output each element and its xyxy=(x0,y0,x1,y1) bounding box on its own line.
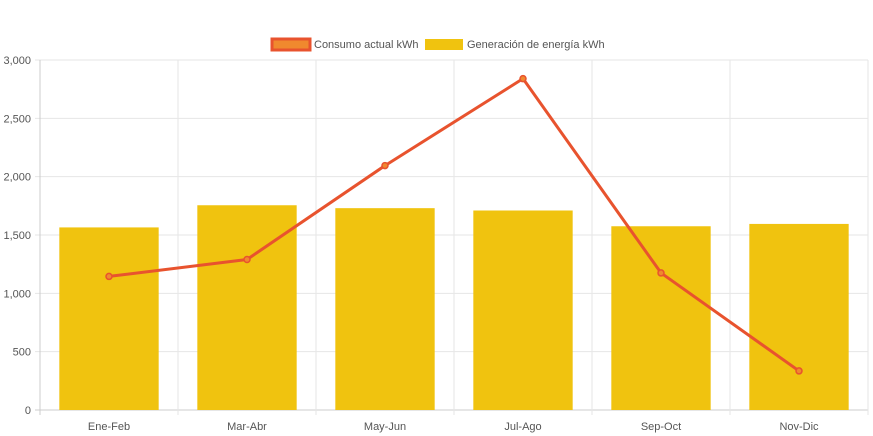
y-tick-label: 500 xyxy=(13,347,31,359)
point-may-jun[interactable] xyxy=(381,161,389,170)
line-consumo xyxy=(108,77,800,373)
y-tick-label: 1,500 xyxy=(3,230,31,242)
grid xyxy=(35,59,869,415)
bar-sep-oct[interactable] xyxy=(611,226,711,410)
x-tick-label: Jul-Ago xyxy=(504,421,541,433)
bar-jul-ago[interactable] xyxy=(473,210,573,411)
point-nov-dic[interactable] xyxy=(795,367,803,375)
y-tick-label: 2,000 xyxy=(3,172,31,184)
bar-mar-abr[interactable] xyxy=(197,205,297,410)
x-tick-label: Mar-Abr xyxy=(227,421,267,433)
x-tick-label: Sep-Oct xyxy=(641,421,681,433)
legend-label-consumo[interactable]: Consumo actual kWh xyxy=(314,39,419,51)
x-tick-label: May-Jun xyxy=(364,421,406,433)
x-tick-label: Ene-Feb xyxy=(88,421,130,433)
bar-nov-dic[interactable] xyxy=(749,223,849,410)
legend-swatch-consumo[interactable] xyxy=(270,37,312,52)
bar-ene-feb[interactable] xyxy=(59,227,159,410)
y-axis: 0 500 1,000 1,500 2,000 2,500 3,000 xyxy=(3,55,31,417)
point-sep-oct[interactable] xyxy=(657,269,665,277)
y-tick-label: 1,000 xyxy=(3,288,31,300)
y-tick-label: 3,000 xyxy=(3,55,31,67)
point-ene-feb[interactable] xyxy=(105,272,113,281)
y-tick-label: 0 xyxy=(25,405,31,417)
legend-swatch-generacion[interactable] xyxy=(425,39,463,50)
bar-series xyxy=(59,205,849,411)
point-jul-ago[interactable] xyxy=(519,74,527,83)
point-mar-abr[interactable] xyxy=(243,255,251,264)
legend-label-generacion[interactable]: Generación de energía kWh xyxy=(467,39,605,51)
legend: Consumo actual kWh Generación de energía… xyxy=(270,37,605,52)
y-tick-label: 2,500 xyxy=(3,113,31,125)
bar-may-jun[interactable] xyxy=(335,208,435,410)
line-series xyxy=(105,74,803,375)
x-axis: Ene-Feb Mar-Abr May-Jun Jul-Ago Sep-Oct Nov-D… xyxy=(88,421,819,433)
x-tick-label: Nov-Dic xyxy=(779,421,819,433)
